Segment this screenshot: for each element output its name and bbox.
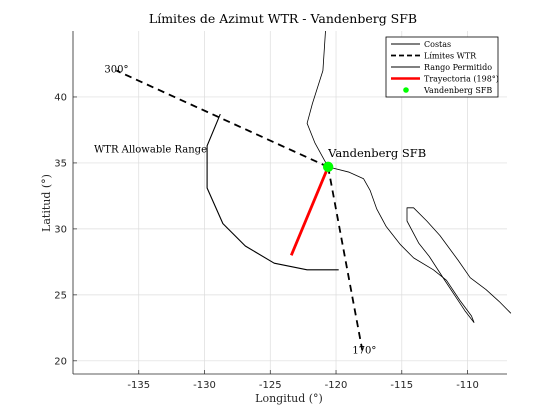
coastline-line	[306, 30, 475, 323]
x-tick-label: -125	[259, 380, 282, 391]
y-tick-label: 35	[54, 158, 67, 169]
allowable-range-arc	[206, 113, 339, 271]
x-tick-label: -115	[390, 380, 413, 391]
wtr-limit-line	[116, 69, 329, 168]
x-axis-title: Longitud (°)	[255, 392, 323, 405]
plot-area: WTR Allowable Range 300° 170° Vandenberg SF…	[94, 30, 512, 356]
x-tick-label: -120	[325, 380, 348, 391]
x-tick-label: -110	[456, 380, 479, 391]
site-marker	[322, 161, 334, 173]
legend-entry-label: Límites WTR	[424, 52, 477, 61]
y-tick-label: 30	[54, 224, 67, 235]
legend: Costas Límites WTR Rango Permitido Trayecto…	[385, 36, 499, 98]
y-tick-label: 25	[54, 290, 67, 301]
axes: -135 -130 -125 -120 -115 -110 20 25 30 35 40	[54, 31, 507, 391]
trajectory-line	[290, 166, 330, 256]
legend-swatch-marker	[403, 87, 409, 93]
allowable-range-label: WTR Allowable Range	[94, 144, 207, 155]
legend-entry-label: Vandenberg SFB	[423, 86, 492, 95]
legend-entry-label: Trayectoria (198°)	[424, 75, 499, 84]
legend-entry-label: Rango Permitido	[424, 63, 492, 72]
y-axis-title: Latitud (°)	[40, 174, 53, 232]
coastline-line	[406, 207, 512, 323]
limit-label-300: 300°	[104, 65, 128, 76]
limit-label-170: 170°	[352, 345, 376, 356]
site-label: Vandenberg SFB	[327, 146, 426, 160]
y-tick-label: 40	[54, 92, 67, 103]
legend-entry-label: Costas	[424, 40, 451, 49]
x-tick-label: -130	[193, 380, 216, 391]
x-tick-label: -135	[127, 380, 150, 391]
chart-title: Límites de Azimut WTR - Vandenberg SFB	[149, 11, 417, 26]
y-tick-label: 20	[54, 356, 67, 367]
